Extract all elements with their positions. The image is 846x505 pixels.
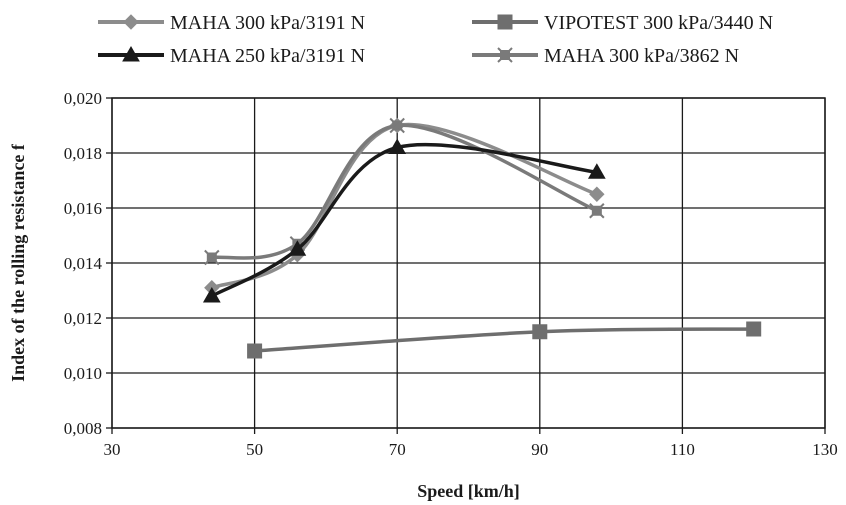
x-tick-label: 110 — [670, 440, 695, 459]
y-tick-label: 0,012 — [64, 309, 102, 328]
data-point — [746, 321, 762, 337]
data-point — [204, 249, 220, 266]
x-tick-label: 70 — [389, 440, 406, 459]
data-point — [288, 240, 307, 256]
x-tick-label: 130 — [812, 440, 838, 459]
x-tick-label: 30 — [104, 440, 121, 459]
series-line — [252, 327, 756, 353]
data-point — [388, 138, 407, 154]
legend-label: VIPOTEST 300 kPa/3440 N — [544, 12, 773, 34]
y-tick-label: 0,020 — [64, 89, 102, 108]
legend-marker — [122, 45, 140, 62]
data-point — [587, 163, 606, 179]
legend-label: MAHA 300 kPa/3862 N — [544, 45, 739, 67]
legend: MAHA 300 kPa/3191 N VIPOTEST 300 kPa/3440… — [98, 12, 773, 67]
y-tick-label: 0,014 — [64, 254, 103, 273]
data-point — [589, 186, 605, 202]
series-3 — [204, 117, 605, 266]
data-point — [247, 343, 263, 359]
data-point — [589, 203, 605, 219]
legend-label: MAHA 250 kPa/3191 N — [170, 45, 365, 67]
legend-marker — [123, 14, 139, 30]
y-tick-label: 0,008 — [64, 419, 102, 438]
y-axis-ticks: 0,008 0,010 0,012 0,014 0,016 0,018 0,020 — [64, 89, 112, 438]
legend-marker — [497, 14, 513, 30]
y-tick-label: 0,018 — [64, 144, 102, 163]
legend-marker — [497, 47, 513, 63]
x-tick-label: 90 — [531, 440, 548, 459]
series-line — [210, 122, 599, 290]
legend-label: MAHA 300 kPa/3191 N — [170, 12, 365, 34]
data-point — [532, 324, 548, 340]
series-1 — [247, 321, 762, 359]
legend-item: MAHA 250 kPa/3191 N — [98, 45, 365, 67]
x-axis-ticks: 30 50 70 90 110 130 — [104, 428, 838, 459]
y-axis-title: Index of the rolling resistance f — [8, 143, 28, 382]
x-tick-label: 50 — [246, 440, 263, 459]
x-axis-title: Speed [km/h] — [417, 481, 520, 501]
legend-item: MAHA 300 kPa/3191 N — [98, 12, 365, 34]
series-layer — [202, 117, 762, 359]
y-tick-label: 0,016 — [64, 199, 102, 218]
series-line — [210, 142, 599, 298]
data-point — [202, 286, 221, 303]
y-tick-label: 0,010 — [64, 364, 102, 383]
legend-item: MAHA 300 kPa/3862 N — [472, 45, 739, 67]
data-point — [389, 117, 405, 134]
legend-item: VIPOTEST 300 kPa/3440 N — [472, 12, 773, 34]
series-line — [210, 123, 599, 260]
series-2 — [202, 138, 606, 303]
